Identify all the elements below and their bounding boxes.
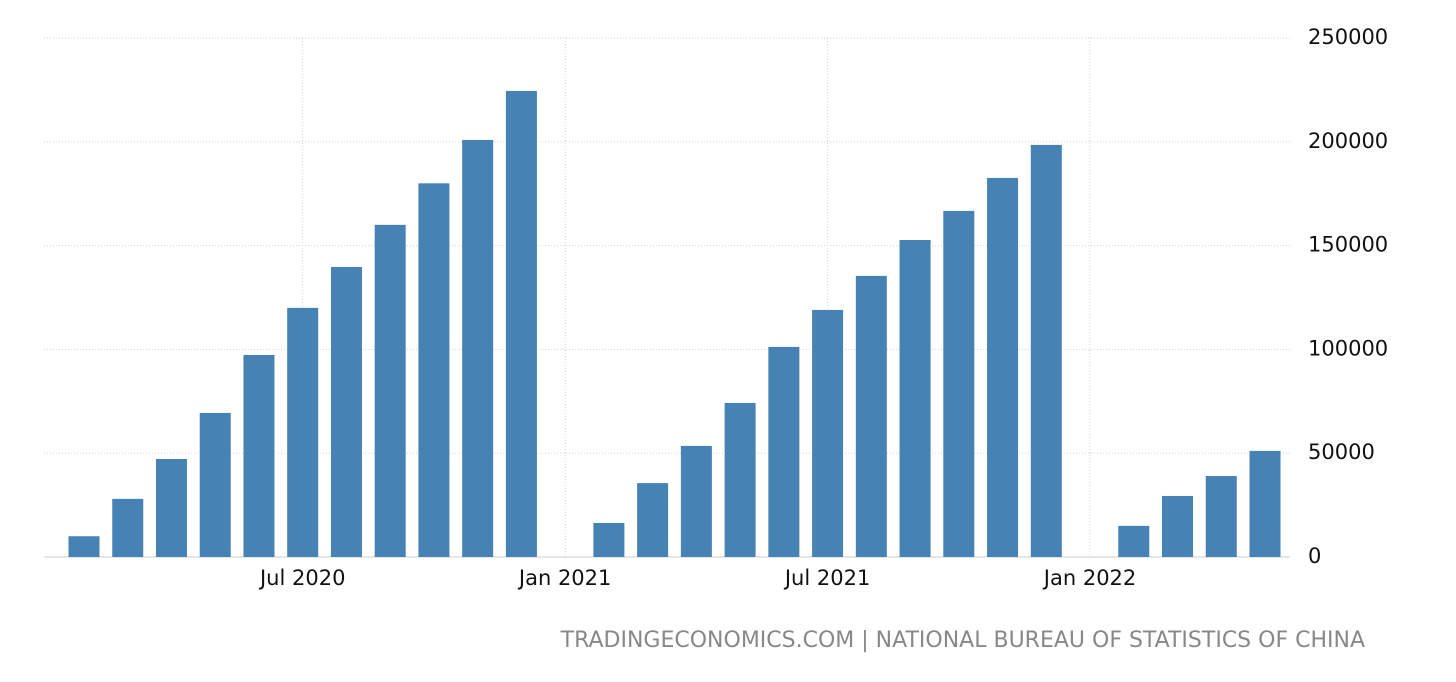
bar [593,522,625,557]
y-tick-label: 0 [1308,544,1321,568]
bar [243,355,275,557]
bar [1205,476,1237,557]
x-tick-label: Jul 2021 [783,566,870,590]
bar [1162,495,1194,557]
y-tick-label: 50000 [1308,440,1375,464]
bar [724,402,756,557]
bar [1030,144,1062,557]
bar [768,346,800,557]
bar [637,483,669,557]
bar [1249,450,1281,557]
bar [199,412,231,557]
bar [330,266,362,557]
bar [505,90,537,558]
bar [112,498,144,557]
y-tick-label: 100000 [1308,336,1388,360]
y-tick-label: 250000 [1308,25,1388,49]
bar [287,307,319,557]
bar [899,239,931,557]
source: TRADINGECONOMICS.COM | NATIONAL BUREAU O… [560,628,1365,653]
y-tick-label: 150000 [1308,233,1388,257]
bar [855,275,887,557]
bar [374,224,406,557]
bar [680,445,712,557]
bar [812,309,844,557]
x-tick-label: Jan 2021 [517,566,612,590]
y-tick-label: 200000 [1308,129,1388,153]
bar [987,177,1019,557]
bar [155,459,187,557]
bar [943,210,975,558]
x-tick-label: Jan 2022 [1042,566,1137,590]
bar [1118,525,1150,557]
bar [462,139,494,558]
bar [68,536,100,557]
x-tick-label: Jul 2020 [258,566,345,590]
bar [418,183,450,557]
